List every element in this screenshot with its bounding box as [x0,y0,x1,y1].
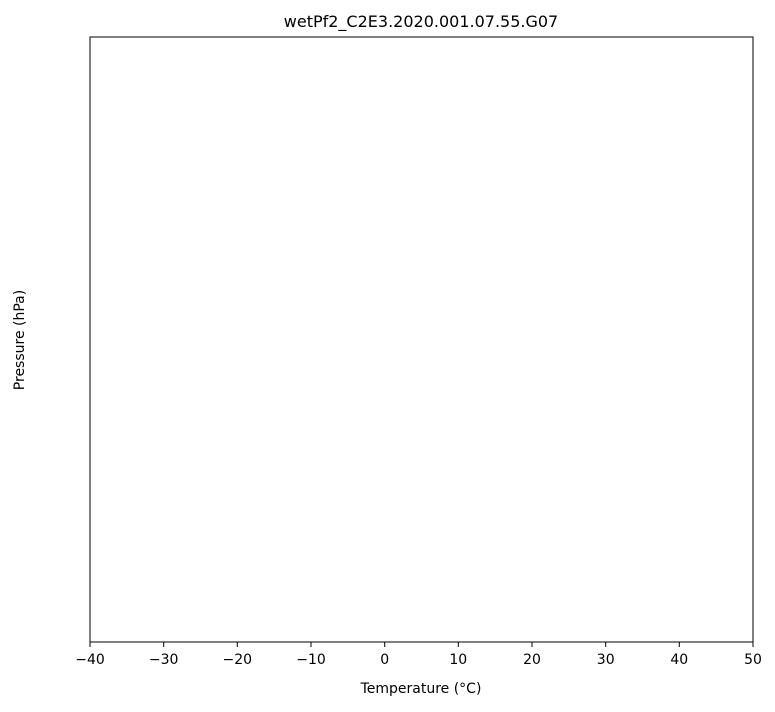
x-tick-label: 10 [449,652,467,668]
x-tick-label: −10 [296,652,326,668]
x-axis-label: Temperature (°C) [360,681,482,697]
plot-frame [89,36,754,643]
y-axis-label: Pressure (hPa) [12,290,28,390]
x-tick-label: 40 [670,652,688,668]
x-tick-label: −20 [223,652,253,668]
x-tick-label: 50 [744,652,762,668]
x-tick-label: −30 [149,652,179,668]
x-tick-label: 20 [523,652,541,668]
plot-background [90,37,753,642]
chart-title: wetPf2_C2E3.2020.001.07.55.G07 [284,12,558,32]
axes-layer: −40−30−20−100102030405010020030040050060… [75,642,762,668]
x-tick-label: −40 [75,652,105,668]
x-tick-label: 0 [380,652,389,668]
x-tick-label: 30 [597,652,615,668]
